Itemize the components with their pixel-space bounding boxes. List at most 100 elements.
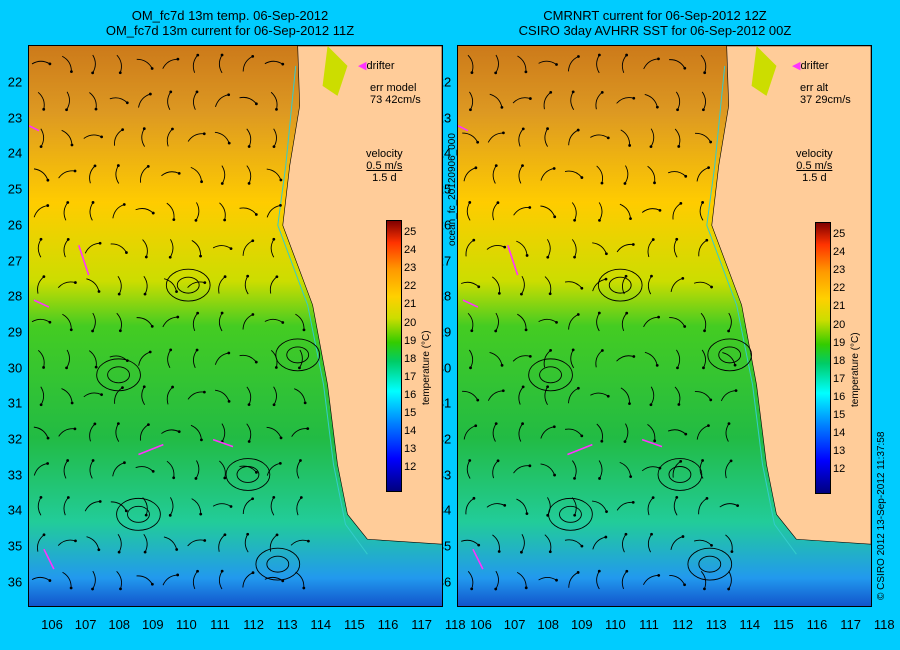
- current-arrowhead: [39, 237, 43, 241]
- current-streamline: [650, 386, 655, 405]
- current-streamline: [487, 390, 504, 401]
- left-panel-title: OM_fc7d 13m temp. 06-Sep-2012 OM_fc7d 13…: [30, 8, 430, 38]
- current-arrowhead: [306, 539, 310, 543]
- current-arrowhead: [677, 145, 681, 148]
- current-streamline: [643, 574, 659, 585]
- current-streamline: [214, 352, 229, 365]
- current-arrowhead: [580, 544, 584, 548]
- eddy-contour: [597, 268, 643, 302]
- current-streamline: [674, 386, 681, 405]
- lon-label: 116: [806, 617, 828, 632]
- current-arrowhead: [70, 401, 74, 405]
- current-streamline: [66, 349, 70, 369]
- left-velocity-legend: velocity 0.5 m/s 1.5 d: [366, 148, 403, 184]
- lon-label: 118: [873, 617, 895, 632]
- eddy-contour: [107, 366, 130, 384]
- current-streamline: [195, 202, 200, 221]
- current-arrowhead: [118, 71, 122, 75]
- current-streamline: [116, 312, 122, 331]
- current-arrowhead: [70, 143, 74, 147]
- current-arrowhead: [597, 569, 601, 573]
- current-streamline: [143, 275, 148, 295]
- current-arrowhead: [703, 329, 706, 333]
- current-arrowhead: [117, 292, 121, 296]
- right-map-panel[interactable]: [457, 45, 872, 607]
- current-arrowhead: [220, 311, 224, 315]
- current-arrowhead: [494, 422, 498, 426]
- current-arrowhead: [42, 533, 46, 537]
- left-title-line2: OM_fc7d 13m current for 06-Sep-2012 11Z: [105, 23, 355, 38]
- current-streamline: [295, 313, 305, 330]
- current-arrowhead: [580, 286, 584, 290]
- current-streamline: [246, 386, 252, 405]
- current-streamline: [66, 91, 70, 111]
- current-arrowhead: [202, 132, 206, 136]
- current-streamline: [244, 534, 249, 553]
- eddy-contour: [275, 338, 321, 372]
- current-streamline: [114, 129, 123, 146]
- current-arrowhead: [477, 543, 481, 547]
- current-arrowhead: [703, 587, 706, 591]
- current-streamline: [239, 207, 257, 215]
- current-streamline: [37, 276, 45, 294]
- current-streamline: [269, 276, 278, 294]
- colorbar-tick-label: 24: [404, 244, 417, 257]
- current-arrowhead: [500, 363, 504, 367]
- current-streamline: [647, 534, 652, 553]
- land-mass: [711, 46, 871, 545]
- current-arrowhead: [176, 573, 180, 577]
- current-arrowhead: [524, 586, 528, 590]
- current-arrowhead: [119, 587, 122, 591]
- colorbar-tick-label: 21: [404, 298, 417, 311]
- colorbar-tick-label: 17: [404, 370, 417, 383]
- current-streamline: [92, 312, 96, 332]
- current-arrowhead: [705, 238, 709, 242]
- current-arrowhead: [553, 473, 556, 477]
- left-map-svg: [29, 46, 442, 606]
- current-arrowhead: [632, 96, 636, 100]
- current-arrowhead: [709, 398, 713, 402]
- left-velocity-label: velocity: [366, 148, 403, 160]
- current-arrowhead: [679, 459, 683, 463]
- current-arrowhead: [171, 385, 174, 389]
- right-velocity-legend: velocity 0.5 m/s 1.5 d: [796, 148, 833, 184]
- current-arrowhead: [683, 325, 687, 328]
- colorbar-tick-label: 20: [404, 316, 417, 329]
- current-streamline: [540, 463, 555, 476]
- colorbar-tick-label: 15: [833, 409, 846, 421]
- current-arrowhead: [125, 101, 129, 105]
- current-arrowhead: [681, 535, 685, 538]
- current-arrowhead: [254, 360, 258, 364]
- current-streamline: [518, 128, 524, 147]
- current-arrowhead: [150, 325, 154, 328]
- current-arrowhead: [684, 174, 688, 178]
- current-arrowhead: [683, 583, 686, 587]
- left-map-panel[interactable]: [28, 45, 443, 607]
- current-streamline: [138, 93, 151, 108]
- current-streamline: [595, 91, 603, 110]
- current-arrowhead: [302, 586, 306, 590]
- current-arrowhead: [631, 500, 635, 504]
- current-streamline: [84, 242, 101, 254]
- eddy-contour: [608, 276, 632, 294]
- current-streamline: [246, 165, 252, 184]
- current-arrowhead: [176, 315, 180, 319]
- current-arrowhead: [651, 238, 655, 241]
- drifter-track: [29, 125, 40, 132]
- coastal-water: [322, 46, 348, 96]
- current-streamline: [592, 278, 607, 292]
- current-streamline: [88, 350, 97, 368]
- current-streamline: [163, 536, 178, 550]
- current-arrowhead: [247, 403, 251, 407]
- current-arrowhead: [65, 366, 68, 370]
- current-arrowhead: [194, 218, 198, 222]
- colorbar-tick-label: 12: [404, 461, 417, 474]
- current-arrowhead: [528, 355, 532, 358]
- current-streamline: [242, 240, 253, 256]
- current-streamline: [294, 388, 306, 403]
- current-streamline: [166, 128, 173, 147]
- right-title-line1: CMRNRT current for 06-Sep-2012 12Z: [543, 8, 767, 23]
- coastal-water: [751, 46, 777, 96]
- drifter-track: [138, 443, 164, 456]
- eddy-contour: [559, 505, 582, 523]
